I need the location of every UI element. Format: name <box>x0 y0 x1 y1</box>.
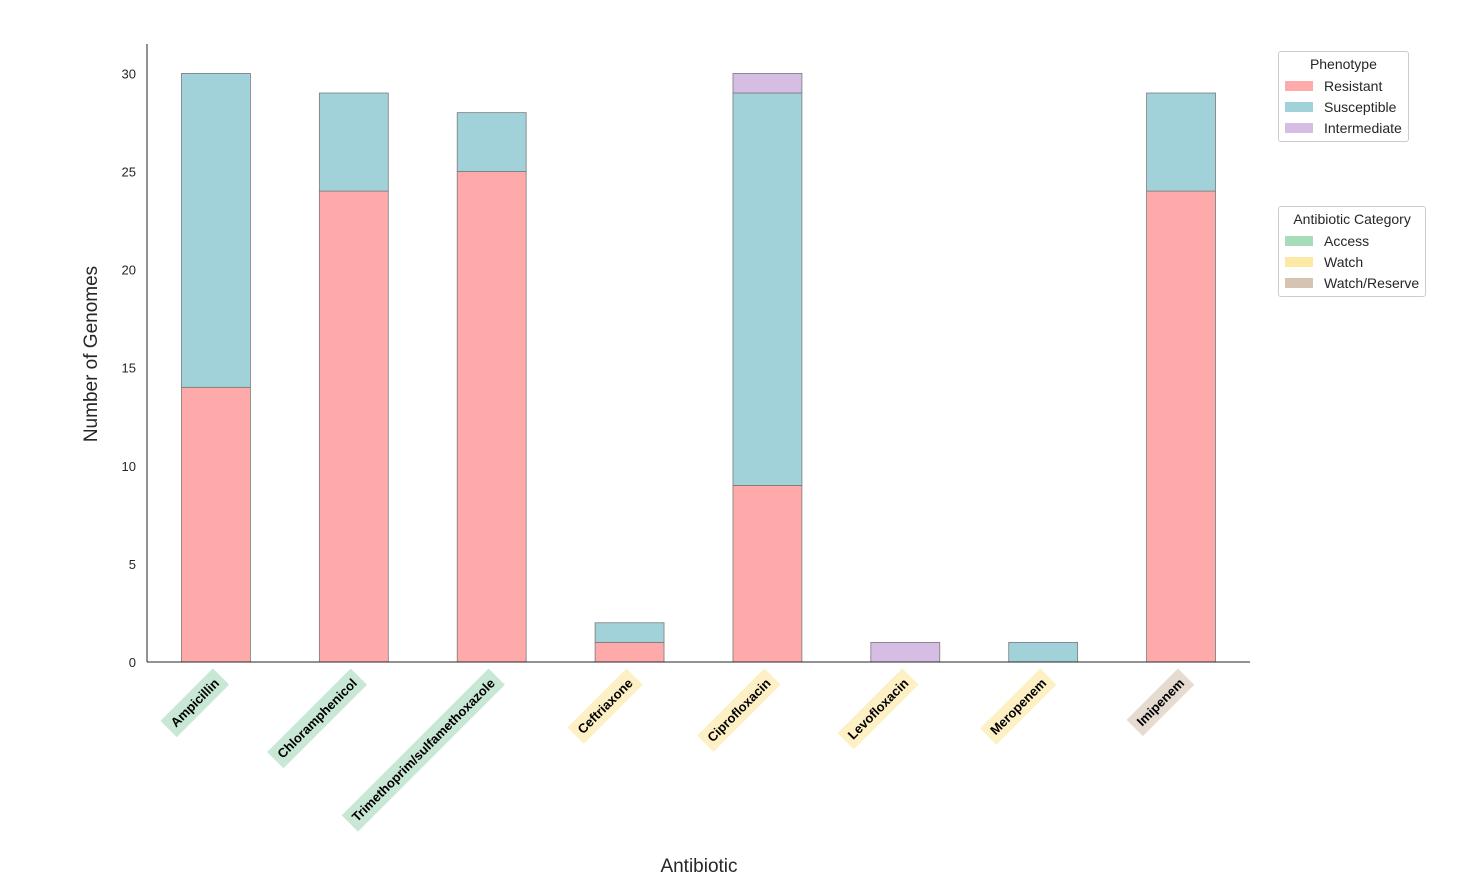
x-tick-background <box>267 668 368 769</box>
legend-swatch-access <box>1285 235 1313 246</box>
x-tick-background <box>341 668 505 832</box>
category-legend-title: Antibiotic Category <box>1293 211 1411 227</box>
bar-resistant-trimethoprim-sulfamethoxazole <box>456 171 527 663</box>
legend-label-watch-reserve: Watch/Reserve <box>1324 274 1420 291</box>
x-tick-background <box>567 668 643 744</box>
x-tick-meropenem: Meropenem <box>980 668 1057 745</box>
x-tick-label: Chloramphenicol <box>274 676 360 762</box>
legend-swatch-resistant <box>1285 80 1313 91</box>
legend-label-susceptible: Susceptible <box>1324 98 1397 115</box>
x-tick-background <box>160 668 230 738</box>
bar-susceptible-ciprofloxacin <box>732 92 803 486</box>
x-tick-label: Ampicillin <box>168 675 223 730</box>
x-tick-background <box>697 668 781 752</box>
legend-label-intermediate: Intermediate <box>1324 119 1402 136</box>
legend-item-resistant: Resistant <box>1285 75 1402 96</box>
legend-item-intermediate: Intermediate <box>1285 117 1402 138</box>
x-axis-label: Antibiotic <box>660 856 737 877</box>
x-tick-label: Ciprofloxacin <box>704 675 773 744</box>
legend-item-susceptible: Susceptible <box>1285 96 1402 117</box>
x-tick-background <box>837 668 919 750</box>
x-tick-label: Imipenem <box>1134 676 1188 730</box>
legend-swatch-susceptible <box>1285 101 1313 112</box>
bar-susceptible-ceftriaxone <box>594 622 665 643</box>
x-tick-label: Ceftriaxone <box>574 676 635 737</box>
y-tick-label: 25 <box>122 165 136 180</box>
x-tick-label: Trimethoprim/sulfamethoxazole <box>349 676 498 825</box>
legend-label-resistant: Resistant <box>1324 77 1383 94</box>
bar-susceptible-chloramphenicol <box>318 92 389 192</box>
x-tick-labels: Ampicillin ChloramphenicolTrimethoprim/su… <box>160 668 1195 832</box>
y-tick-label: 30 <box>122 66 136 81</box>
x-tick-imipenem: Imipenem <box>1126 668 1195 737</box>
bar-susceptible-imipenem <box>1146 92 1216 192</box>
y-axis-label: Number of Genomes <box>81 266 102 442</box>
y-ticks: 0 5 10 15 20 25 30 <box>122 66 136 670</box>
legend-label-watch: Watch <box>1324 253 1364 270</box>
bar-susceptible-ampicillin <box>181 73 251 388</box>
y-tick-label: 15 <box>122 361 136 376</box>
bar-resistant-ampicillin <box>181 386 251 663</box>
bar-resistant-ciprofloxacin <box>732 485 803 663</box>
legend-swatch-intermediate <box>1285 122 1313 133</box>
bar-resistant-chloramphenicol <box>318 190 389 663</box>
x-tick-levofloxacin: Levofloxacin <box>837 668 919 750</box>
bar-intermediate-levofloxacin <box>870 641 941 663</box>
x-tick-label: Meropenem <box>987 676 1049 738</box>
legend-item-watch: Watch <box>1285 251 1419 272</box>
x-tick-ciprofloxacin: Ciprofloxacin <box>697 668 781 752</box>
bars <box>181 73 1216 663</box>
phenotype-legend: Phenotype Resistant Susceptible Intermed… <box>1278 51 1409 142</box>
x-tick-chloramphenicol: Chloramphenicol <box>267 668 368 769</box>
legend-item-watch-reserve: Watch/Reserve <box>1285 272 1419 293</box>
legend-item-access: Access <box>1285 230 1419 251</box>
bar-resistant-imipenem <box>1146 190 1216 663</box>
bar-susceptible-trimethoprim-sulfamethoxazole <box>456 112 527 172</box>
category-legend: Antibiotic Category Access Watch Watch/R… <box>1278 206 1427 297</box>
x-tick-background <box>980 668 1057 745</box>
bar-susceptible-meropenem <box>1008 641 1079 663</box>
x-tick-trimethoprim-sulfamethoxazole: Trimethoprim/sulfamethoxazole <box>341 668 505 832</box>
y-tick-label: 10 <box>122 459 136 474</box>
x-tick-background <box>1126 668 1195 737</box>
x-tick-ceftriaxone: Ceftriaxone <box>567 668 643 744</box>
y-tick-label: 5 <box>129 557 136 572</box>
y-tick-label: 20 <box>122 263 136 278</box>
legend-swatch-watch <box>1285 256 1313 267</box>
legend-label-access: Access <box>1324 232 1370 249</box>
bar-resistant-ceftriaxone <box>594 641 665 663</box>
legend-swatch-watch-reserve <box>1285 277 1313 288</box>
y-tick-label: 0 <box>129 655 136 670</box>
x-tick-ampicillin: Ampicillin <box>160 668 230 738</box>
x-tick-label: Levofloxacin <box>845 675 912 742</box>
phenotype-legend-title: Phenotype <box>1309 56 1377 72</box>
bar-intermediate-ciprofloxacin <box>732 73 803 94</box>
